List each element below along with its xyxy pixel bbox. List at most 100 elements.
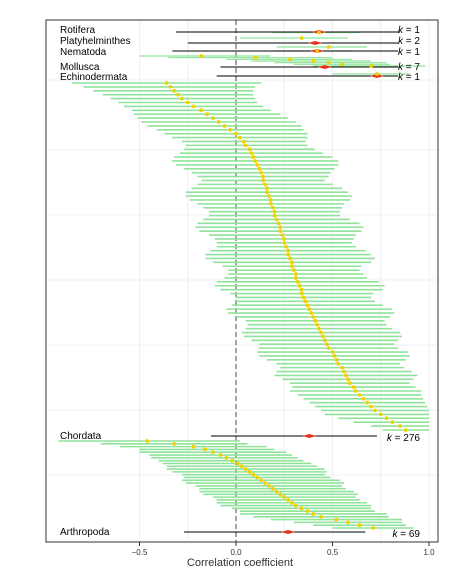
study-points — [145, 30, 408, 530]
arthropoda-study-point — [319, 514, 323, 519]
arthropoda-study-point — [305, 509, 310, 514]
arthropoda-study-point — [191, 444, 196, 449]
arthropoda-study-point — [371, 526, 375, 530]
chordata-study-point — [384, 416, 389, 421]
chordata-study-point — [290, 264, 294, 269]
mollusca-k-label: k = 7 — [398, 62, 420, 73]
arthropoda-study-point — [282, 495, 287, 500]
mollusca-summary-diamond — [317, 65, 332, 69]
chordata-study-point — [361, 396, 366, 401]
chordata-study-point — [319, 330, 323, 335]
arthropoda-study-point — [255, 475, 260, 480]
chordata-study-point — [180, 96, 184, 101]
chordata-study-point — [257, 166, 262, 171]
chordata-study-point — [373, 408, 377, 413]
arthropoda-label: Arthropoda — [60, 527, 110, 538]
nematoda-label: Nematoda — [60, 47, 107, 58]
chordata-study-point — [284, 244, 289, 249]
chordata-study-point — [243, 143, 248, 148]
chordata-study-point — [168, 84, 173, 89]
arthropoda-study-point — [172, 441, 177, 446]
arthropoda-study-point — [270, 486, 275, 491]
chordata-study-point — [278, 225, 283, 230]
chordata-study-point — [210, 116, 215, 120]
chordata-study-point — [228, 127, 233, 132]
chordata-study-point — [313, 318, 318, 323]
arthropoda-study-point — [293, 503, 298, 508]
chordata-study-point — [172, 88, 177, 93]
chordata-study-point — [261, 178, 265, 183]
chordata-study-point — [264, 186, 269, 191]
chordata-study-point — [247, 147, 252, 152]
arthropoda-study-point — [218, 453, 223, 457]
chordata-study-point — [334, 357, 339, 362]
x-tick-label: 0.0 — [230, 548, 242, 557]
plot-panel-border — [45, 19, 439, 543]
platyhelminthes-label: Platyhelminthes — [60, 36, 131, 47]
arthropoda-study-point — [278, 492, 283, 497]
chordata-study-point — [288, 256, 292, 261]
chordata-study-point — [357, 393, 362, 397]
arthropoda-study-point — [290, 500, 294, 505]
chordata-study-point — [272, 209, 277, 214]
chordata-study-point — [301, 295, 306, 300]
chordata-study-point — [390, 420, 395, 425]
chordata-study-point — [299, 291, 304, 296]
chordata-study-point — [398, 424, 402, 429]
chordata-study-point — [255, 162, 260, 167]
arthropoda-study-point — [311, 512, 316, 516]
chordata-study-point — [346, 377, 350, 382]
chordata-study-point — [241, 139, 246, 144]
chordata-study-point — [295, 279, 300, 284]
x-axis: −0.5 0.0 0.5 1.0 — [132, 542, 435, 557]
chordata-study-point — [299, 287, 304, 292]
chordata-study-point — [199, 108, 204, 113]
mollusca-study-point — [311, 59, 316, 63]
chordata-study-point — [282, 237, 287, 241]
mollusca-study-point — [199, 54, 204, 58]
chordata-study-point — [293, 276, 298, 280]
chordata-k-label: k = 276 — [387, 433, 421, 444]
chordata-study-point — [332, 354, 337, 358]
group-summaries — [172, 30, 401, 534]
chordata-study-point — [317, 326, 321, 331]
chordata-study-point — [369, 404, 373, 409]
chordata-study-point — [286, 252, 291, 257]
chordata-study-point — [237, 135, 242, 140]
chordata-study-point — [185, 100, 190, 105]
chordata-study-point — [351, 385, 356, 390]
chordata-study-point — [282, 240, 287, 245]
arthropoda-study-point — [210, 450, 215, 455]
chordata-study-point — [286, 248, 291, 253]
chordata-study-point — [249, 151, 254, 156]
arthropoda-study-point — [247, 469, 252, 474]
mollusca-study-point — [369, 64, 373, 68]
arthropoda-study-point — [230, 458, 235, 463]
chordata-summary-diamond — [302, 434, 317, 438]
chordata-study-point — [268, 198, 273, 202]
arthropoda-study-point — [266, 484, 271, 488]
platyhelminthes-study-point — [299, 36, 304, 40]
chordata-study-point — [303, 299, 308, 304]
arthropoda-study-point — [239, 464, 244, 469]
chordata-study-point — [268, 201, 273, 206]
echinodermata-summary-diamond — [369, 74, 384, 78]
chordata-study-point — [365, 400, 370, 405]
rotifera-k-label: k = 1 — [398, 25, 420, 36]
chordata-study-point — [264, 190, 269, 195]
chordata-study-point — [263, 182, 267, 187]
arthropoda-study-point — [251, 472, 256, 477]
arthropoda-study-point — [334, 517, 339, 522]
arthropoda-study-point — [299, 506, 304, 511]
chordata-study-point — [315, 322, 319, 327]
x-axis-title: Correlation coefficient — [187, 557, 293, 569]
chordata-study-point — [278, 229, 283, 234]
echinodermata-k-label: k = 1 — [398, 72, 420, 83]
chordata-study-point — [274, 217, 279, 222]
mollusca-study-point — [340, 62, 345, 67]
chordata-study-point — [307, 307, 312, 312]
chordata-study-point — [311, 315, 316, 319]
arthropoda-study-point — [357, 523, 362, 528]
mollusca-study-point — [288, 57, 292, 62]
